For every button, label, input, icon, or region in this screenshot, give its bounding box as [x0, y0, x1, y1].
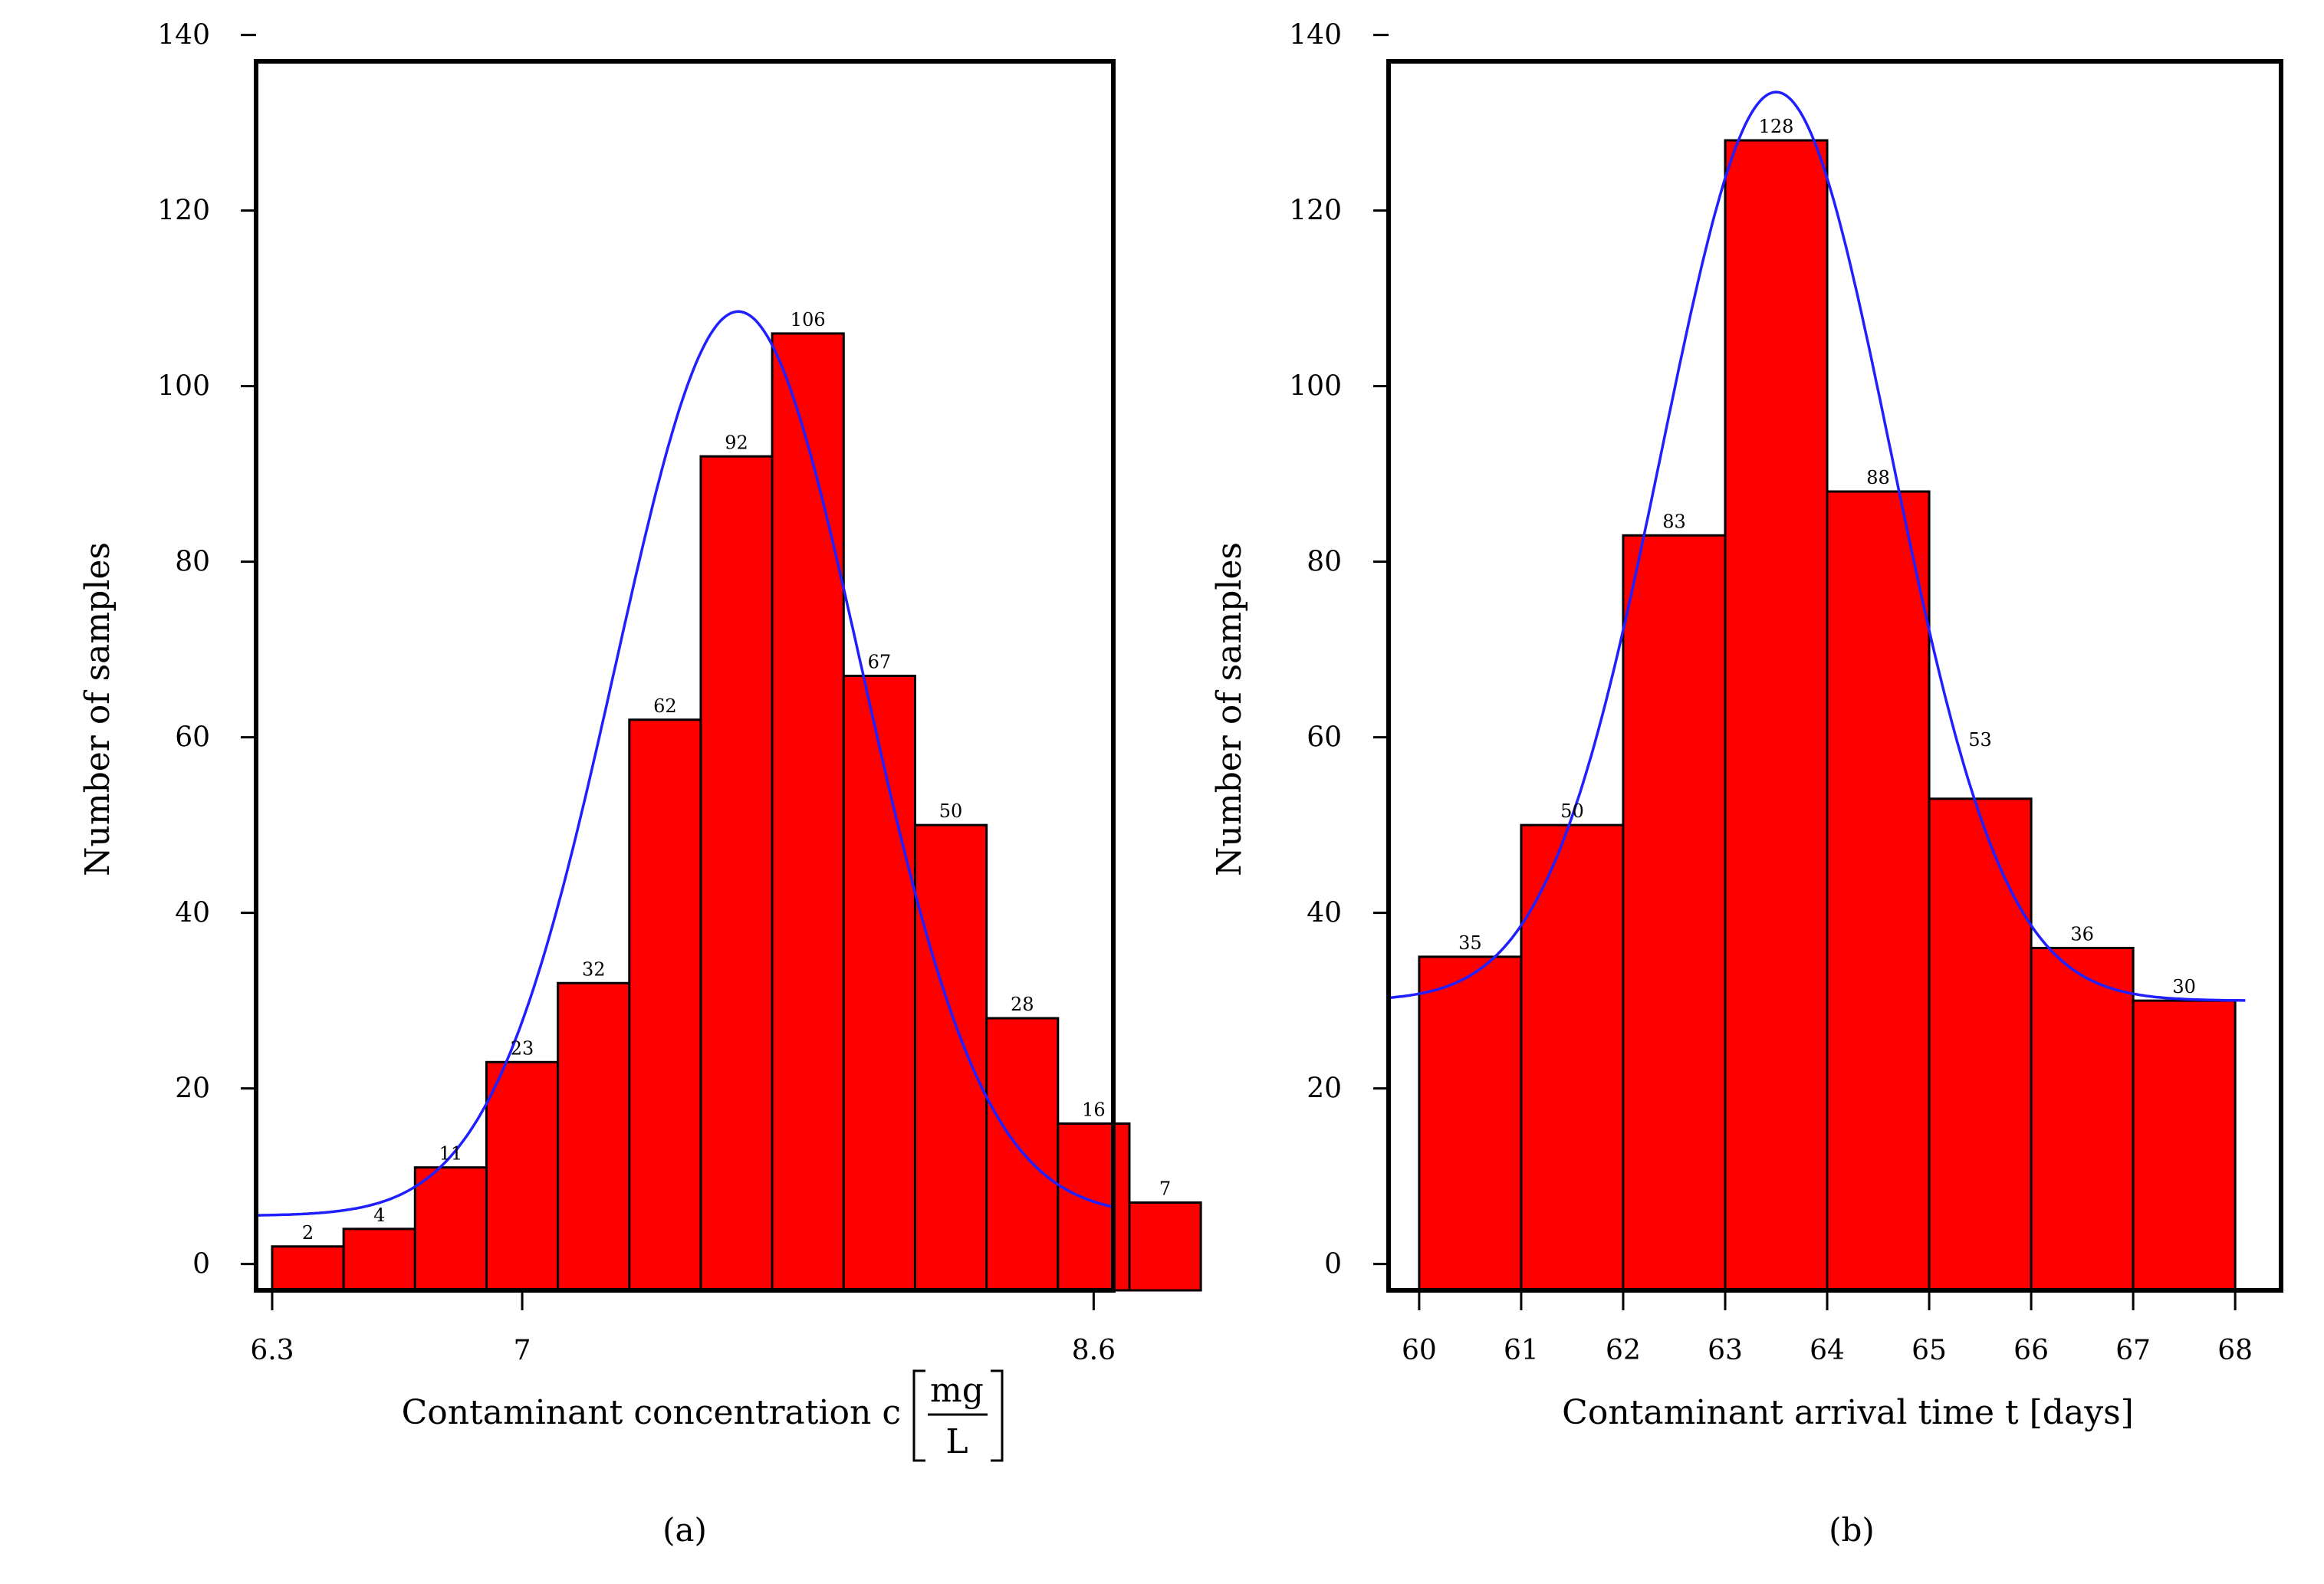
panel-a-bar-label-8: 106 — [791, 309, 826, 330]
panel-b-y-tick-label-0: 0 — [1324, 1249, 1342, 1280]
panel-a-bar-labels: 2 4 11 23 32 62 92 106 67 50 28 16 7 — [302, 309, 1171, 1244]
panel-b-bar-label-5: 88 — [1866, 467, 1890, 488]
panel-a-fit-curve — [256, 310, 1114, 1217]
panel-b-y-tick-label-3: 60 — [1307, 722, 1342, 754]
panel-b-bars — [1418, 139, 2237, 1292]
panel-a-bar-6 — [628, 718, 702, 1292]
panel-a-bar-label-2: 4 — [373, 1204, 385, 1226]
panel-b-plot-frame — [1386, 59, 2283, 1293]
panel-b-bar-label-8: 30 — [2172, 976, 2196, 997]
panel-a-x-axis-label: Contaminant concentration c — [402, 1393, 901, 1432]
panel-a-bar-3 — [413, 1166, 488, 1292]
panel-b-x-axis: 60 61 62 63 64 65 66 67 68 — [1402, 1290, 2253, 1366]
panel-a-bar-label-3: 11 — [439, 1143, 463, 1165]
panel-a-y-tick-label-6: 120 — [157, 196, 210, 227]
panel-b-x-tick-label-4: 64 — [1810, 1335, 1845, 1366]
panel-a-bar-13 — [1128, 1201, 1202, 1292]
panel-b-y-tick-label-5: 100 — [1289, 371, 1342, 403]
panel-a-caption: (a) — [662, 1511, 707, 1549]
panel-b-y-tick-label-7: 140 — [1289, 20, 1342, 51]
panel-b-bar-7 — [2030, 946, 2135, 1292]
panel-a-y-tick-label-7: 140 — [157, 20, 210, 51]
panel-b-bar-8 — [2132, 999, 2237, 1292]
panel-b-y-tick-label-4: 80 — [1307, 547, 1342, 578]
panel-a-x-axis: 6.3 7 8.6 — [250, 1290, 1116, 1366]
panel-a-x-tick-label-0: 6.3 — [250, 1335, 294, 1366]
panel-b-bar-2 — [1520, 823, 1625, 1292]
panel-a-bar-10 — [913, 823, 988, 1292]
panel-a-bar-2 — [342, 1227, 416, 1292]
panel-b-x-axis-label: Contaminant arrival time t [days] — [1562, 1393, 2134, 1432]
panel-a-x-tick-label-2: 8.6 — [1072, 1335, 1116, 1366]
panel-b-x-tick-label-1: 61 — [1504, 1335, 1539, 1366]
panel-a-plot-frame — [254, 59, 1116, 1293]
panel-a-bars — [271, 332, 1202, 1292]
panel-a-y-axis-label: Number of samples — [78, 542, 117, 876]
panel-b-bar-1 — [1418, 955, 1523, 1292]
panel-b-x-tick-label-0: 60 — [1402, 1335, 1437, 1366]
panel-a-bar-9 — [842, 675, 916, 1292]
panel-b-x-tick-label-7: 67 — [2115, 1335, 2151, 1366]
panel-b-bar-6 — [1928, 797, 2033, 1292]
panel-a-bar-label-10: 50 — [939, 800, 963, 822]
panel-b-bar-5 — [1826, 490, 1931, 1292]
panel-a-bar-label-13: 7 — [1159, 1178, 1171, 1200]
panel-b-fit-curve — [1388, 90, 2246, 1002]
panel-a-y-tick-label-2: 40 — [175, 898, 210, 929]
panel-b-x-tick-label-3: 63 — [1708, 1335, 1743, 1366]
unit-numerator: mg — [930, 1371, 984, 1410]
panel-a-bar-label-6: 62 — [653, 695, 677, 717]
panel-a-bar-7 — [699, 455, 774, 1292]
panel-a-bar-label-12: 16 — [1082, 1099, 1106, 1120]
panel-a-bar-4 — [485, 1060, 560, 1292]
panel-a-bar-label-1: 2 — [302, 1222, 314, 1244]
panel-b-y-axis: 0 20 40 60 80 100 120 140 — [1289, 20, 1389, 1280]
unit-denominator: L — [945, 1422, 968, 1461]
panel-a-bar-label-11: 28 — [1011, 994, 1034, 1015]
panel-b-bar-label-2: 50 — [1560, 800, 1584, 822]
panel-b-y-axis-label: Number of samples — [1210, 542, 1249, 876]
panel-a-x-tick-label-1: 7 — [514, 1335, 531, 1366]
panel-b-x-tick-label-5: 65 — [1911, 1335, 1947, 1366]
panel-b-bar-label-4: 128 — [1759, 116, 1794, 137]
panel-a-bar-5 — [557, 981, 631, 1292]
panel-a-bar-1 — [271, 1245, 345, 1292]
panel-a-bar-label-4: 23 — [511, 1037, 534, 1059]
panel-a-bar-8 — [771, 332, 845, 1292]
panel-b-bar-label-7: 36 — [2070, 923, 2094, 945]
panel-a-y-tick-label-1: 20 — [175, 1073, 210, 1105]
panel-a-y-tick-label-0: 0 — [192, 1249, 210, 1280]
panel-b-caption: (b) — [1829, 1511, 1875, 1549]
left-bracket — [912, 1369, 925, 1462]
panel-a-bar-11 — [985, 1017, 1060, 1292]
panel-a: 2 4 11 23 32 62 92 106 67 50 28 16 7 0 20 40 60 80 100 120… — [78, 20, 1202, 1549]
panel-b-bar-label-3: 83 — [1662, 511, 1686, 532]
panel-b-bar-3 — [1622, 534, 1727, 1292]
panel-a-x-axis-label-group: Contaminant concentration c mg L — [402, 1369, 1004, 1462]
panel-a-bar-label-7: 92 — [725, 432, 748, 453]
panel-a-bar-12 — [1057, 1122, 1131, 1292]
panel-a-y-axis: 0 20 40 60 80 100 120 140 — [157, 20, 256, 1280]
panel-b-y-tick-label-6: 120 — [1289, 196, 1342, 227]
right-bracket — [991, 1369, 1004, 1462]
panel-a-bar-label-5: 32 — [582, 958, 606, 980]
panel-b-bar-labels: 35 50 83 128 88 53 36 30 — [1458, 116, 2196, 997]
panel-b-x-tick-label-6: 66 — [2013, 1335, 2049, 1366]
panel-b-x-tick-label-2: 62 — [1606, 1335, 1641, 1366]
panel-b-bar-label-6: 53 — [1968, 729, 1992, 751]
panel-a-y-tick-label-5: 100 — [157, 371, 210, 403]
panel-b-x-tick-label-8: 68 — [2217, 1335, 2253, 1366]
panel-b-y-tick-label-2: 40 — [1307, 898, 1342, 929]
panel-a-y-tick-label-4: 80 — [175, 547, 210, 578]
panel-b-y-tick-label-1: 20 — [1307, 1073, 1342, 1105]
panel-b-bar-4 — [1724, 139, 1829, 1292]
panel-a-y-tick-label-3: 60 — [175, 722, 210, 754]
panel-a-bar-label-9: 67 — [868, 652, 892, 673]
panel-b-bar-label-1: 35 — [1458, 932, 1482, 954]
